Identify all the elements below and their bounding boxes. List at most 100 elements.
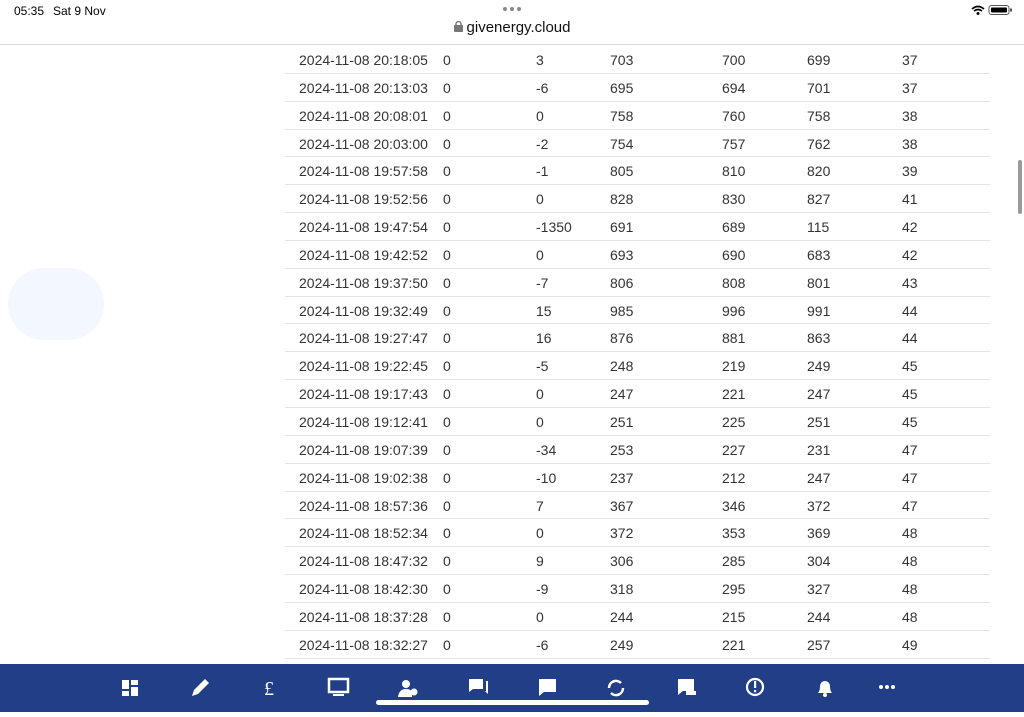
table-cell: 683 <box>807 246 831 263</box>
table-cell: 2024-11-08 19:02:38 <box>299 469 428 486</box>
table-cell: 244 <box>807 608 831 625</box>
nav-users[interactable] <box>398 680 418 697</box>
table-cell: 0 <box>443 246 451 263</box>
table-cell: 810 <box>722 163 746 180</box>
table-cell: 0 <box>443 441 451 458</box>
table-cell: -6 <box>536 79 549 96</box>
nav-alerts[interactable] <box>745 677 765 697</box>
table-cell: 295 <box>722 581 746 598</box>
table-cell: 827 <box>807 191 831 208</box>
nav-support[interactable] <box>678 679 696 695</box>
table-row: 2024-11-08 18:57:36 0 7 367 346 372 47 <box>285 492 990 520</box>
nav-messages[interactable] <box>469 679 488 694</box>
table-cell: 0 <box>443 163 451 180</box>
table-cell: 0 <box>443 107 451 124</box>
table-cell: 0 <box>443 358 451 375</box>
address-bar[interactable]: givenergy.cloud <box>0 19 1024 36</box>
table-cell: -34 <box>536 441 557 458</box>
table-row: 2024-11-08 20:08:01 0 0 758 760 758 38 <box>285 102 990 130</box>
nav-dashboard[interactable] <box>122 680 138 696</box>
table-cell: 257 <box>807 636 831 653</box>
table-cell: 0 <box>443 497 451 514</box>
browser-header: 05:35 Sat 9 Nov givenergy.cloud <box>0 0 1024 45</box>
nav-notifications[interactable] <box>818 681 832 697</box>
table-cell: 828 <box>610 191 634 208</box>
table-cell: 0 <box>443 469 451 486</box>
table-cell: 2024-11-08 20:08:01 <box>299 107 428 124</box>
table-cell: 0 <box>443 135 451 152</box>
table-cell: 2024-11-08 18:52:34 <box>299 525 428 542</box>
table-cell: 2024-11-08 19:27:47 <box>299 330 428 347</box>
table-cell: 996 <box>722 302 746 319</box>
status-icons <box>971 5 1012 15</box>
nav-edit[interactable] <box>192 679 209 696</box>
nav-monitor[interactable] <box>327 677 350 696</box>
table-cell: 231 <box>807 441 831 458</box>
table-cell: 2024-11-08 19:42:52 <box>299 246 428 263</box>
table-cell: 47 <box>902 497 918 514</box>
table-cell: 37 <box>902 79 918 96</box>
table-cell: 369 <box>807 525 831 542</box>
table-cell: 244 <box>610 608 634 625</box>
table-row: 2024-11-08 18:32:27 0 -6 249 221 257 49 <box>285 631 990 659</box>
table-row: 2024-11-08 19:52:56 0 0 828 830 827 41 <box>285 185 990 214</box>
lock-icon <box>453 20 463 32</box>
table-row: 2024-11-08 19:17:43 0 0 247 221 247 45 <box>285 380 990 408</box>
nav-sync[interactable] <box>607 679 625 697</box>
nav-more[interactable] <box>879 685 895 689</box>
table-cell: 991 <box>807 302 831 319</box>
table-cell: 758 <box>807 107 831 124</box>
table-cell: 212 <box>722 469 746 486</box>
table-row: 2024-11-08 19:37:50 0 -7 806 808 801 43 <box>285 269 990 297</box>
table-cell: 251 <box>610 413 634 430</box>
table-cell: 47 <box>902 469 918 486</box>
table-cell: 47 <box>902 441 918 458</box>
nav-feedback[interactable] <box>539 679 556 696</box>
table-cell: 2024-11-08 19:47:54 <box>299 219 428 236</box>
table-cell: 830 <box>722 191 746 208</box>
table-cell: 16 <box>536 330 552 347</box>
table-cell: 225 <box>722 413 746 430</box>
table-row: 2024-11-08 19:27:47 0 16 876 881 863 44 <box>285 324 990 353</box>
table-cell: 2024-11-08 19:22:45 <box>299 358 428 375</box>
nav-tariff[interactable]: £ <box>264 678 274 700</box>
table-cell: -9 <box>536 581 549 598</box>
table-cell: 2024-11-08 20:13:03 <box>299 79 428 96</box>
table-cell: 2024-11-08 18:47:32 <box>299 553 428 570</box>
table-cell: 0 <box>443 219 451 236</box>
table-row: 2024-11-08 19:42:52 0 0 693 690 683 42 <box>285 241 990 269</box>
table-cell: 881 <box>722 330 746 347</box>
table-cell: 0 <box>536 413 544 430</box>
table-cell: 45 <box>902 413 918 430</box>
table-cell: 808 <box>722 274 746 291</box>
table-cell: 0 <box>443 553 451 570</box>
table-cell: 48 <box>902 553 918 570</box>
table-cell: 985 <box>610 302 634 319</box>
table-row: 2024-11-08 18:52:34 0 0 372 353 369 48 <box>285 519 990 548</box>
table-cell: 38 <box>902 135 918 152</box>
table-row: 2024-11-08 19:07:39 0 -34 253 227 231 47 <box>285 436 990 464</box>
table-row: 2024-11-08 19:12:41 0 0 251 225 251 45 <box>285 408 990 436</box>
table-cell: 372 <box>610 525 634 542</box>
table-cell: -10 <box>536 469 557 486</box>
table-cell: 2024-11-08 19:07:39 <box>299 441 428 458</box>
table-row: 2024-11-08 20:13:03 0 -6 695 694 701 37 <box>285 74 990 102</box>
table-cell: 367 <box>610 497 634 514</box>
table-cell: 805 <box>610 163 634 180</box>
table-cell: 45 <box>902 386 918 403</box>
table-cell: 49 <box>902 636 918 653</box>
table-cell: -5 <box>536 358 549 375</box>
table-cell: 760 <box>722 107 746 124</box>
table-cell: 0 <box>536 107 544 124</box>
table-cell: 2024-11-08 19:32:49 <box>299 302 428 319</box>
table-cell: 0 <box>536 191 544 208</box>
table-cell: 3 <box>536 52 544 68</box>
table-cell: 806 <box>610 274 634 291</box>
table-cell: 2024-11-08 19:37:50 <box>299 274 428 291</box>
table-cell: 237 <box>610 469 634 486</box>
nav-icons: £ <box>122 677 895 700</box>
table-cell: 43 <box>902 274 918 291</box>
table-cell: 876 <box>610 330 634 347</box>
table-cell: 306 <box>610 553 634 570</box>
tab-dots[interactable] <box>502 6 522 12</box>
